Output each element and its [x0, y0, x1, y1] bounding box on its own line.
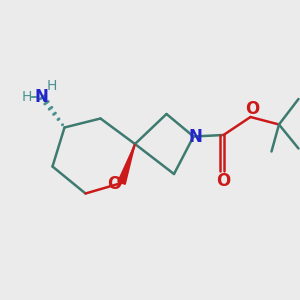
Text: O: O — [107, 175, 121, 193]
Text: N: N — [34, 88, 48, 106]
Text: O: O — [245, 100, 259, 118]
Text: H: H — [47, 79, 57, 93]
Text: H: H — [22, 90, 32, 104]
Polygon shape — [118, 144, 135, 184]
Text: N: N — [189, 128, 202, 146]
Text: O: O — [216, 172, 231, 190]
